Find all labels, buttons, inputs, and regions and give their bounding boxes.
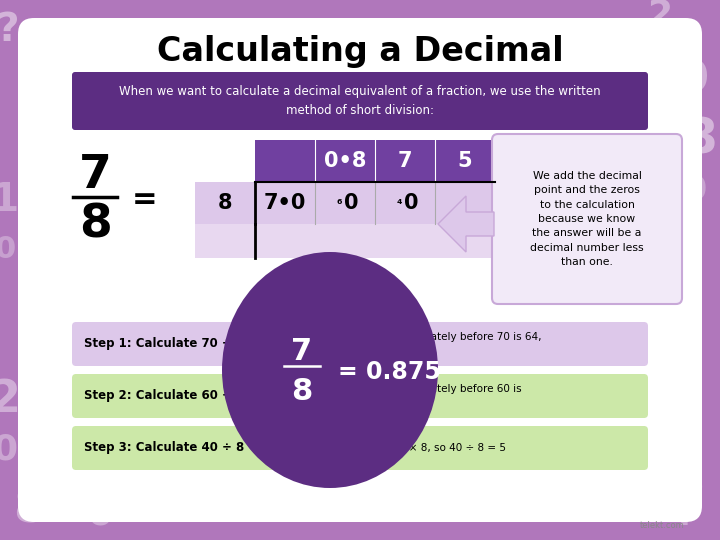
FancyBboxPatch shape bbox=[195, 224, 495, 258]
Text: 7: 7 bbox=[397, 151, 413, 171]
FancyBboxPatch shape bbox=[72, 322, 648, 366]
Text: 0: 0 bbox=[680, 59, 709, 101]
Text: ⁴: ⁴ bbox=[396, 199, 402, 212]
Text: ⁶: ⁶ bbox=[336, 199, 342, 212]
Text: Step 1: Calculate 70 ÷ 8: Step 1: Calculate 70 ÷ 8 bbox=[84, 338, 244, 350]
Text: 8: 8 bbox=[14, 488, 46, 532]
Text: = 0.875: = 0.875 bbox=[338, 360, 441, 384]
Text: =: = bbox=[132, 186, 158, 214]
Text: 0: 0 bbox=[86, 496, 114, 534]
Text: 0: 0 bbox=[677, 471, 703, 509]
FancyBboxPatch shape bbox=[492, 134, 682, 304]
Text: 0: 0 bbox=[0, 235, 16, 265]
Text: 0•8: 0•8 bbox=[324, 151, 366, 171]
Text: 7: 7 bbox=[292, 338, 312, 367]
Text: 2: 2 bbox=[647, 0, 672, 32]
Ellipse shape bbox=[222, 252, 438, 488]
Text: 8: 8 bbox=[683, 116, 717, 164]
Text: 40 is a multiple of 8, 40 = 5 × 8, so 40 ÷ 8 = 5: 40 is a multiple of 8, 40 = 5 × 8, so 40… bbox=[260, 443, 506, 453]
Text: The largest multiple of 8 immediately before 60 is
56, so 60 ÷ 8 = 7 remainder 4: The largest multiple of 8 immediately be… bbox=[260, 384, 521, 408]
Text: 0: 0 bbox=[343, 193, 359, 213]
FancyBboxPatch shape bbox=[72, 72, 648, 130]
Text: ?: ? bbox=[0, 11, 19, 49]
Text: 1: 1 bbox=[0, 181, 19, 219]
FancyBboxPatch shape bbox=[72, 426, 648, 470]
Text: 0: 0 bbox=[0, 433, 17, 467]
Text: Step 2: Calculate 60 ÷ 8: Step 2: Calculate 60 ÷ 8 bbox=[84, 389, 244, 402]
Text: 2: 2 bbox=[0, 379, 20, 422]
Text: 4: 4 bbox=[667, 498, 693, 532]
Text: 3: 3 bbox=[680, 25, 701, 55]
Text: The largest multiple of 8 immediately before 70 is 64,
so 70 ÷ 8 = 8 remainder 6: The largest multiple of 8 immediately be… bbox=[260, 332, 541, 356]
Polygon shape bbox=[438, 196, 494, 252]
Text: 7: 7 bbox=[78, 152, 112, 198]
Text: 8: 8 bbox=[78, 202, 112, 247]
Text: 7•0: 7•0 bbox=[264, 193, 306, 213]
Text: 0: 0 bbox=[683, 173, 706, 206]
FancyBboxPatch shape bbox=[195, 182, 495, 224]
Text: Calculating a Decimal: Calculating a Decimal bbox=[157, 36, 563, 69]
Text: telekt.com: telekt.com bbox=[640, 522, 685, 530]
Text: 0: 0 bbox=[404, 193, 418, 213]
Text: ?: ? bbox=[680, 293, 701, 327]
FancyBboxPatch shape bbox=[18, 18, 702, 522]
Text: Step 3: Calculate 40 ÷ 8: Step 3: Calculate 40 ÷ 8 bbox=[84, 442, 244, 455]
Text: 4: 4 bbox=[665, 399, 694, 441]
Text: We add the decimal
point and the zeros
to the calculation
because we know
the an: We add the decimal point and the zeros t… bbox=[530, 171, 644, 267]
Text: 1: 1 bbox=[649, 443, 672, 476]
Text: 8: 8 bbox=[292, 377, 312, 407]
Text: 5: 5 bbox=[458, 151, 472, 171]
Text: When we want to calculate a decimal equivalent of a fraction, we use the written: When we want to calculate a decimal equi… bbox=[120, 85, 600, 117]
FancyBboxPatch shape bbox=[255, 140, 495, 182]
FancyBboxPatch shape bbox=[72, 374, 648, 418]
Text: 8: 8 bbox=[217, 193, 233, 213]
